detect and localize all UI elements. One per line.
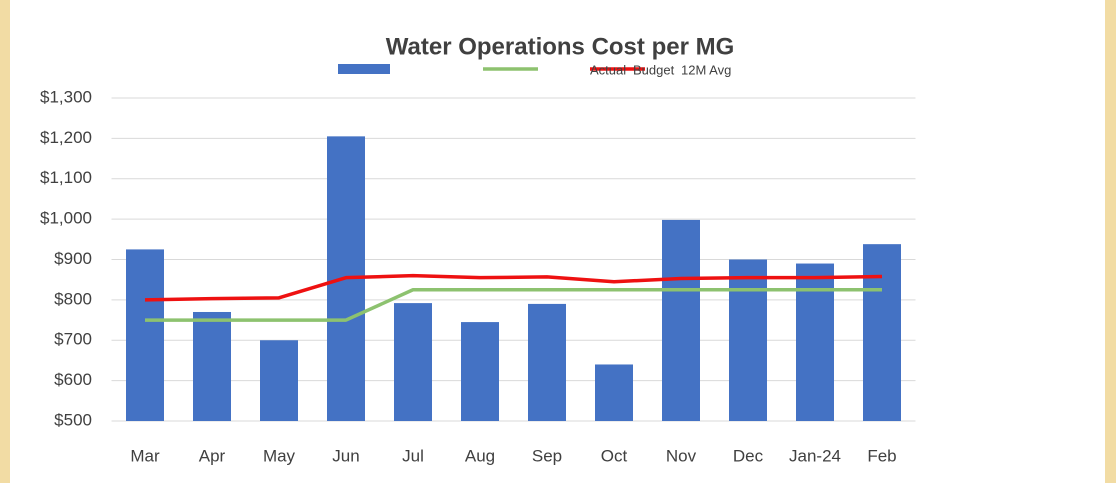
legend-label: Actual	[590, 62, 626, 77]
x-tick-label: Jun	[332, 446, 359, 465]
legend-key	[338, 64, 390, 74]
line	[144, 273, 883, 302]
y-tick-label: $900	[54, 249, 92, 268]
chart-title: Water Operations Cost per MG	[386, 33, 735, 60]
x-tick-label: Aug	[465, 446, 495, 465]
y-tick-label: $1,200	[40, 128, 92, 147]
x-tick-label: Jul	[402, 446, 424, 465]
bar	[595, 364, 633, 421]
x-tick-label: Jan-24	[789, 446, 841, 465]
legend-label: Budget	[633, 62, 675, 77]
bar	[260, 340, 298, 421]
y-tick-label: $700	[54, 330, 92, 349]
y-tick-label: $1,100	[40, 168, 92, 187]
x-tick-label: Feb	[867, 446, 896, 465]
y-tick-label: $500	[54, 410, 92, 429]
y-tick-label: $1,000	[40, 209, 92, 228]
x-tick-label: Oct	[601, 446, 628, 465]
bar	[394, 303, 432, 421]
bar	[461, 322, 499, 421]
bar	[126, 249, 164, 421]
x-tick-label: May	[263, 446, 296, 465]
bar	[729, 259, 767, 421]
x-tick-label: Mar	[130, 446, 160, 465]
line	[145, 288, 882, 322]
y-tick-label: $600	[54, 370, 92, 389]
x-tick-label: Apr	[199, 446, 226, 465]
y-tick-label: $800	[54, 289, 92, 308]
bar	[528, 303, 566, 421]
bar	[193, 311, 231, 421]
y-tick-label: $1,300	[40, 87, 92, 106]
x-tick-label: Nov	[666, 446, 697, 465]
bar	[863, 244, 901, 421]
bar	[662, 219, 700, 421]
x-tick-label: Dec	[733, 446, 764, 465]
bar	[796, 263, 834, 421]
legend-label: 12M Avg	[681, 62, 731, 77]
x-tick-label: Sep	[532, 446, 562, 465]
